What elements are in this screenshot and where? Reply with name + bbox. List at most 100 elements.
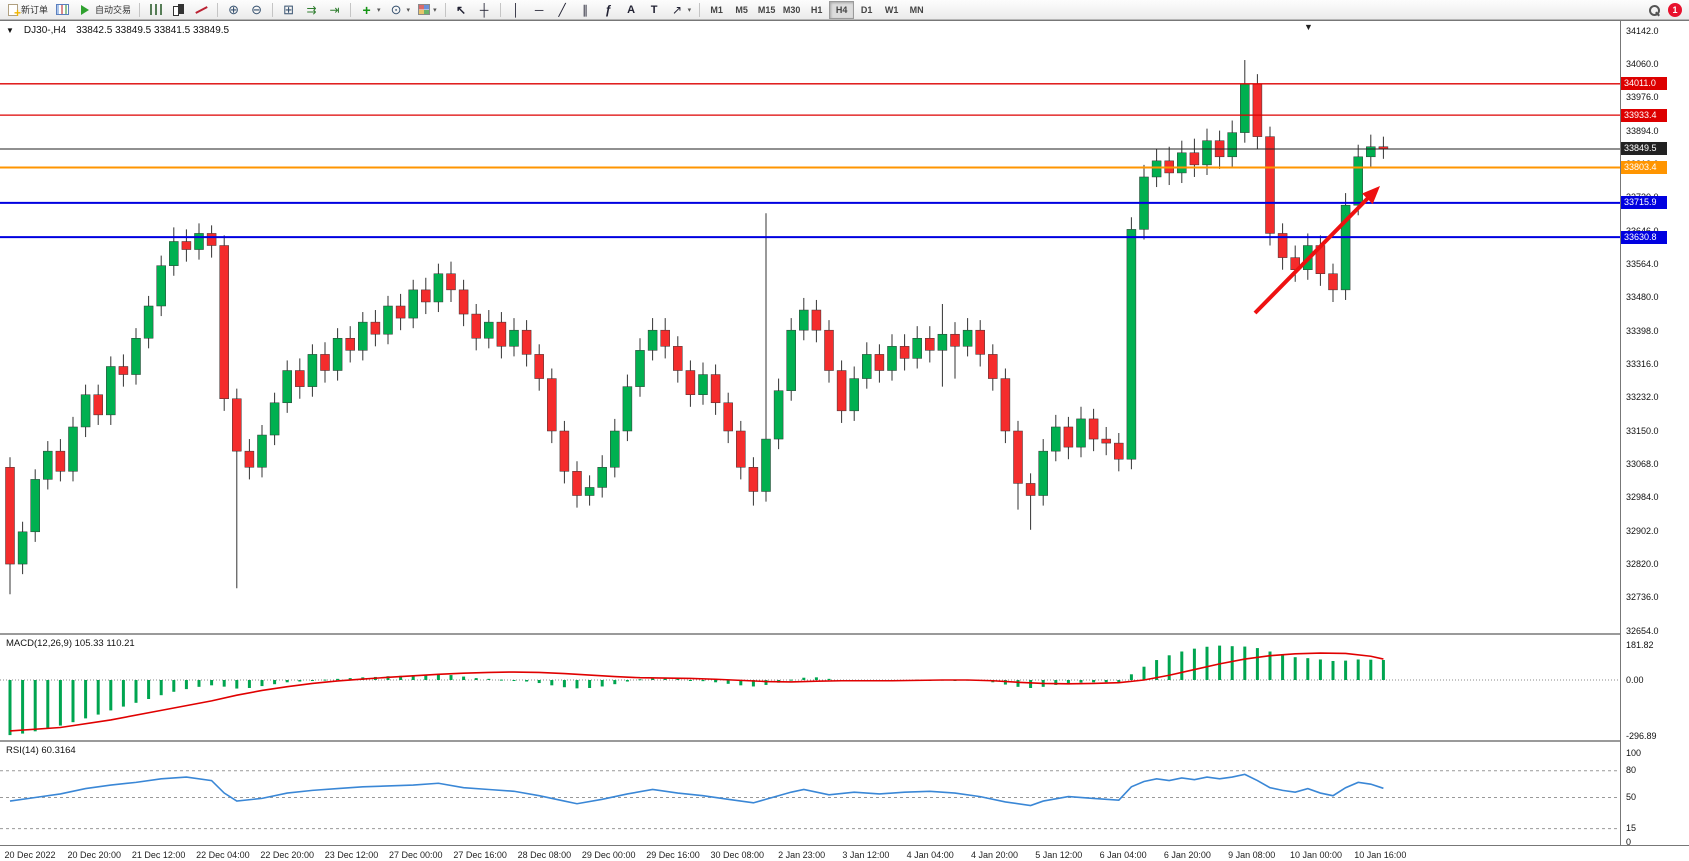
candlestick-chart[interactable]: [0, 21, 1620, 633]
time-axis-label: 27 Dec 00:00: [389, 850, 443, 860]
timeframe-w1-button[interactable]: W1: [879, 1, 904, 19]
price-axis-label: 33068.0: [1626, 458, 1659, 469]
auto-scroll-button[interactable]: [300, 1, 323, 19]
time-axis-label: 22 Dec 20:00: [260, 850, 314, 860]
candlestick-chart-button[interactable]: [167, 1, 190, 19]
panel-divider[interactable]: [0, 633, 1689, 635]
auto-trading-button[interactable]: 自动交易: [73, 1, 135, 19]
price-tag-34011.0: 34011.0: [1621, 77, 1667, 91]
price-axis[interactable]: 34142.034060.033976.033894.033812.033730…: [1620, 21, 1689, 847]
equidistant-channel-button[interactable]: [574, 1, 597, 19]
price-axis-label: 33480.0: [1626, 292, 1659, 303]
trendline-button[interactable]: [551, 1, 574, 19]
trendline-icon: [555, 2, 570, 17]
time-axis-label: 10 Jan 16:00: [1354, 850, 1407, 860]
price-axis-label: 32902.0: [1626, 525, 1659, 536]
rsi-panel[interactable]: RSI(14) 60.3164: [0, 742, 1620, 845]
fibonacci-button[interactable]: [597, 1, 620, 19]
channel-icon: [578, 2, 593, 17]
periods-icon: [389, 2, 404, 17]
new-order-button[interactable]: 新订单: [4, 1, 52, 20]
charts-icon: [56, 4, 70, 15]
rsi-axis-label: 0: [1626, 836, 1632, 847]
time-axis-label: 9 Jan 08:00: [1228, 850, 1276, 860]
timeframe-m15-button[interactable]: M15: [754, 1, 779, 19]
text-icon: [624, 2, 639, 17]
toolbar-separator: [444, 2, 446, 17]
zoom-out-icon: [249, 2, 264, 17]
timeframe-d1-button[interactable]: D1: [854, 1, 879, 19]
arrow-objects-button[interactable]: ▾: [666, 1, 696, 19]
macd-axis-label: 181.82: [1626, 639, 1654, 650]
price-axis-label: 34142.0: [1626, 25, 1659, 36]
rsi-axis-label: 80: [1626, 765, 1637, 776]
search-icon[interactable]: [1647, 3, 1661, 17]
rsi-label: RSI(14) 60.3164: [6, 745, 76, 756]
price-axis-label: 34060.0: [1626, 58, 1659, 69]
indicators-icon: [359, 2, 374, 17]
tile-icon: [281, 2, 296, 17]
panel-divider[interactable]: [0, 740, 1689, 742]
rsi-axis-label: 50: [1626, 792, 1637, 802]
text-label-button[interactable]: [643, 1, 666, 19]
chartshift-icon: [327, 2, 342, 17]
time-axis[interactable]: 20 Dec 2022 20 Dec 20:00 21 Dec 12:00 22 De…: [0, 845, 1689, 861]
timeframe-m1-button[interactable]: M1: [704, 1, 729, 19]
ohlc-values: 33842.5 33849.5 33841.5 33849.5: [76, 25, 230, 36]
toolbar-separator: [499, 2, 501, 17]
text-button[interactable]: [620, 1, 643, 19]
price-axis-label: 33564.0: [1626, 258, 1659, 269]
tile-windows-button[interactable]: [277, 1, 300, 19]
autoscroll-icon: [304, 2, 319, 17]
new-order-icon: [8, 3, 21, 20]
indicators-button[interactable]: ▾: [355, 1, 385, 19]
label-icon: [647, 2, 662, 17]
chart-menu-icon[interactable]: ▼: [6, 26, 14, 35]
price-axis-label: 33894.0: [1626, 125, 1659, 136]
timeframe-h4-button[interactable]: H4: [829, 0, 855, 19]
crosshair-icon: [477, 2, 492, 17]
notification-badge[interactable]: 1: [1668, 2, 1682, 17]
line-chart-button[interactable]: [190, 1, 213, 19]
chart-shift-button[interactable]: [323, 1, 346, 19]
timeframe-m30-button[interactable]: M30: [779, 1, 804, 19]
macd-panel[interactable]: MACD(12,26,9) 105.33 110.21: [0, 635, 1620, 740]
toolbar-separator: [350, 2, 352, 17]
cursor-button[interactable]: [450, 1, 473, 19]
price-axis-label: 33150.0: [1626, 425, 1659, 436]
price-axis-label: 32654.0: [1626, 625, 1659, 636]
rsi-chart[interactable]: [0, 742, 1620, 845]
periods-button[interactable]: ▾: [385, 1, 415, 19]
price-axis-label: 33646.0: [1626, 226, 1659, 237]
timeframe-mn-button[interactable]: MN: [904, 1, 929, 19]
macd-label: MACD(12,26,9) 105.33 110.21: [6, 638, 135, 649]
fibonacci-icon: [601, 2, 616, 17]
new-order-label: 新订单: [21, 5, 49, 15]
templates-button[interactable]: ▾: [414, 1, 441, 19]
horizontal-line-button[interactable]: [528, 1, 551, 19]
macd-chart[interactable]: [0, 635, 1620, 740]
price-axis-label: 32736.0: [1626, 592, 1659, 603]
price-chart-panel[interactable]: ▼ DJ30-,H4 33842.5 33849.5 33841.5 33849…: [0, 21, 1620, 633]
zoom-in-button[interactable]: [222, 1, 245, 19]
timeframe-h1-button[interactable]: H1: [804, 1, 829, 19]
charts-button[interactable]: [52, 1, 73, 19]
vertical-line-button[interactable]: [505, 1, 528, 19]
arrows-icon: [670, 2, 685, 17]
time-axis-label: 29 Dec 00:00: [581, 850, 636, 860]
zoom-out-button[interactable]: [245, 1, 268, 19]
trend-arrow[interactable]: [1253, 186, 1380, 315]
toolbar-separator: [139, 2, 141, 17]
time-axis-label: 20 Dec 20:00: [67, 850, 122, 860]
time-axis-label: 3 Jan 12:00: [842, 850, 890, 860]
time-axis-label: 6 Jan 04:00: [1099, 850, 1147, 860]
timeframe-m5-button[interactable]: M5: [729, 1, 754, 19]
chart-window: ▼ DJ30-,H4 33842.5 33849.5 33841.5 33849…: [0, 20, 1689, 861]
time-axis-label: 27 Dec 16:00: [453, 850, 507, 860]
time-axis-label: 4 Jan 04:00: [906, 850, 954, 860]
macd-histogram: [8, 645, 1385, 736]
crosshair-button[interactable]: [473, 1, 496, 19]
templates-icon: [418, 4, 431, 15]
bar-chart-button[interactable]: [144, 1, 167, 19]
